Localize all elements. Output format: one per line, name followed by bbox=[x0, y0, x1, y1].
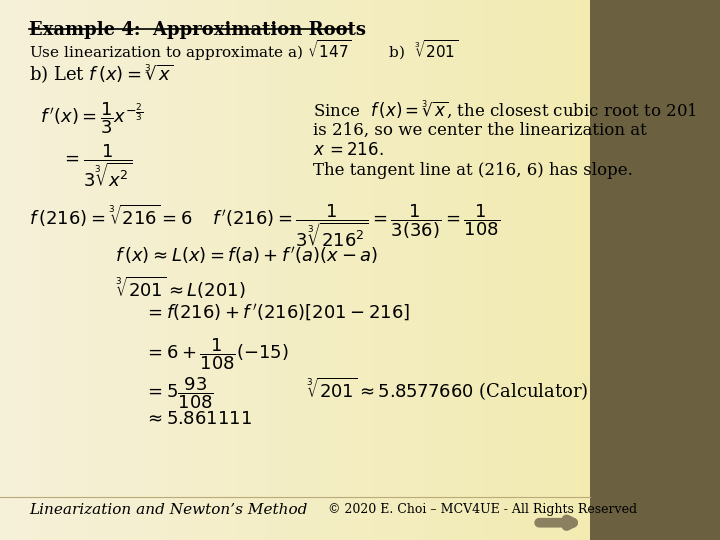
Bar bbox=[118, 0, 128, 540]
Text: $=6+\dfrac{1}{108}(-15)$: $=6+\dfrac{1}{108}(-15)$ bbox=[144, 336, 289, 372]
Bar bbox=[276, 0, 285, 540]
Bar bbox=[295, 0, 305, 540]
Bar bbox=[148, 0, 158, 540]
Text: $x\,=216.$: $x\,=216.$ bbox=[313, 142, 384, 159]
Bar bbox=[128, 0, 138, 540]
Bar bbox=[580, 0, 590, 540]
Text: b) Let $f\,(x)=\sqrt[3]{x}$: b) Let $f\,(x)=\sqrt[3]{x}$ bbox=[29, 62, 174, 85]
Bar bbox=[59, 0, 69, 540]
Bar bbox=[492, 0, 502, 540]
Bar bbox=[344, 0, 354, 540]
Bar bbox=[472, 0, 482, 540]
Bar bbox=[403, 0, 413, 540]
Bar bbox=[138, 0, 148, 540]
Bar bbox=[551, 0, 561, 540]
Bar bbox=[502, 0, 512, 540]
Bar bbox=[374, 0, 384, 540]
Bar bbox=[0, 0, 10, 540]
Text: $f\,(x)\approx L(x)=f(a)+f\,'(a)(x-a)$: $f\,(x)\approx L(x)=f(a)+f\,'(a)(x-a)$ bbox=[115, 245, 378, 266]
Text: Linearization and Newton’s Method: Linearization and Newton’s Method bbox=[29, 503, 307, 517]
Bar bbox=[462, 0, 472, 540]
Text: $\approx 5.861111$: $\approx 5.861111$ bbox=[144, 410, 252, 428]
Bar bbox=[30, 0, 40, 540]
Bar bbox=[325, 0, 335, 540]
Text: $\sqrt[3]{201}\approx L(201)$: $\sqrt[3]{201}\approx L(201)$ bbox=[115, 275, 246, 301]
Bar bbox=[571, 0, 580, 540]
Bar bbox=[266, 0, 276, 540]
Bar bbox=[40, 0, 49, 540]
Bar bbox=[482, 0, 492, 540]
Bar bbox=[177, 0, 187, 540]
Text: The tangent line at (216, 6) has slope.: The tangent line at (216, 6) has slope. bbox=[313, 162, 633, 179]
Bar bbox=[354, 0, 364, 540]
Bar bbox=[256, 0, 266, 540]
Bar bbox=[335, 0, 344, 540]
Bar bbox=[433, 0, 443, 540]
Bar bbox=[315, 0, 325, 540]
Bar bbox=[590, 0, 720, 540]
Bar bbox=[531, 0, 541, 540]
Bar bbox=[443, 0, 453, 540]
Bar bbox=[521, 0, 531, 540]
Bar bbox=[99, 0, 108, 540]
Text: Example 4:  Approximation Roots: Example 4: Approximation Roots bbox=[29, 21, 366, 38]
Bar bbox=[423, 0, 433, 540]
Bar bbox=[187, 0, 197, 540]
Bar bbox=[285, 0, 295, 540]
Text: Use linearization to approximate a) $\sqrt{147}$        b)  $\sqrt[3]{201}$: Use linearization to approximate a) $\sq… bbox=[29, 38, 458, 63]
Text: $f\,'(x)=\dfrac{1}{3}x^{-\frac{2}{3}}$: $f\,'(x)=\dfrac{1}{3}x^{-\frac{2}{3}}$ bbox=[40, 100, 143, 136]
Bar bbox=[541, 0, 551, 540]
Bar bbox=[10, 0, 19, 540]
Bar bbox=[364, 0, 374, 540]
Bar bbox=[89, 0, 99, 540]
Text: $\sqrt[3]{201}\approx 5.8577660$ (Calculator): $\sqrt[3]{201}\approx 5.8577660$ (Calcul… bbox=[306, 375, 588, 402]
Bar bbox=[413, 0, 423, 540]
Bar bbox=[384, 0, 394, 540]
Bar bbox=[78, 0, 89, 540]
Bar bbox=[108, 0, 118, 540]
Bar bbox=[305, 0, 315, 540]
Text: Since  $f\,(x)=\sqrt[3]{x}$, the closest cubic root to 201: Since $f\,(x)=\sqrt[3]{x}$, the closest … bbox=[313, 100, 697, 121]
Text: is 216, so we center the linearization at: is 216, so we center the linearization a… bbox=[313, 122, 647, 138]
Text: $=5\dfrac{93}{108}$: $=5\dfrac{93}{108}$ bbox=[144, 375, 214, 411]
Bar bbox=[512, 0, 521, 540]
Bar bbox=[236, 0, 246, 540]
Bar bbox=[217, 0, 226, 540]
Bar bbox=[69, 0, 78, 540]
Bar bbox=[453, 0, 462, 540]
Bar bbox=[167, 0, 177, 540]
Bar bbox=[226, 0, 236, 540]
Text: © 2020 E. Choi – MCV4UE - All Rights Reserved: © 2020 E. Choi – MCV4UE - All Rights Res… bbox=[328, 503, 636, 516]
Bar bbox=[394, 0, 403, 540]
Text: $f\,(216)=\sqrt[3]{216}=6$: $f\,(216)=\sqrt[3]{216}=6$ bbox=[29, 202, 193, 228]
Bar bbox=[158, 0, 167, 540]
Text: $f\,'(216)=\dfrac{1}{3\sqrt[3]{216^2}}=\dfrac{1}{3(36)}=\dfrac{1}{108}$: $f\,'(216)=\dfrac{1}{3\sqrt[3]{216^2}}=\… bbox=[212, 202, 500, 249]
Bar bbox=[49, 0, 59, 540]
Bar bbox=[561, 0, 571, 540]
Bar bbox=[197, 0, 207, 540]
Bar bbox=[207, 0, 217, 540]
FancyArrowPatch shape bbox=[539, 519, 573, 526]
Text: $=\dfrac{1}{3\sqrt[3]{x^2}}$: $=\dfrac{1}{3\sqrt[3]{x^2}}$ bbox=[61, 143, 133, 190]
Text: $=f(216)+f\,'(216)[201-216]$: $=f(216)+f\,'(216)[201-216]$ bbox=[144, 302, 410, 323]
Bar bbox=[246, 0, 256, 540]
Bar bbox=[19, 0, 30, 540]
